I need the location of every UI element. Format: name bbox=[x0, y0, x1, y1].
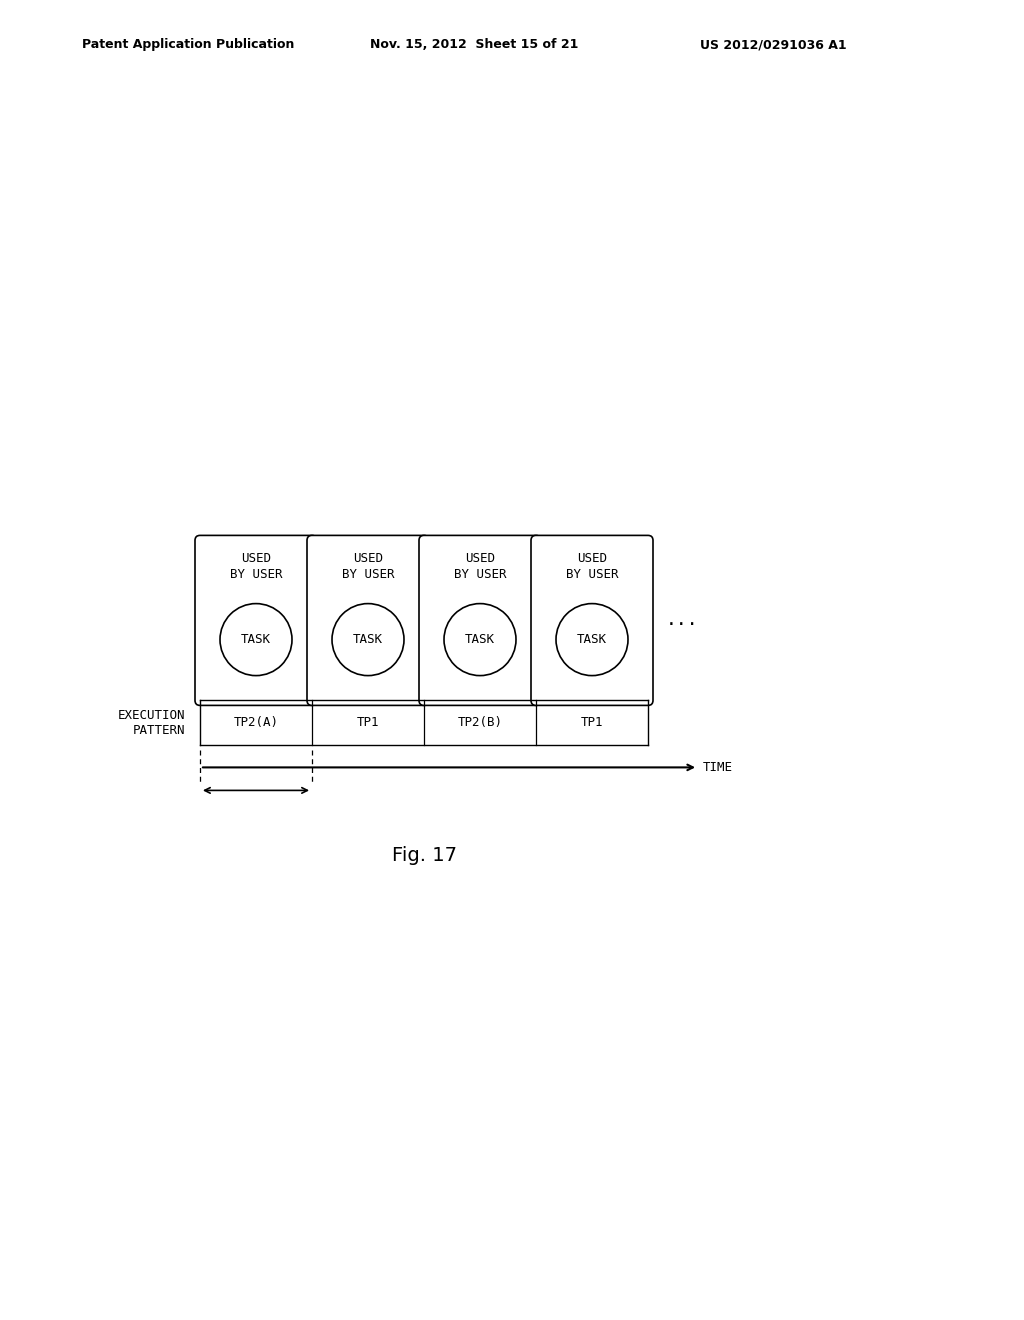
Text: USED: USED bbox=[353, 552, 383, 565]
Text: BY USER: BY USER bbox=[229, 569, 283, 581]
Text: TP1: TP1 bbox=[356, 717, 379, 730]
Text: TP2(A): TP2(A) bbox=[233, 717, 279, 730]
Ellipse shape bbox=[444, 603, 516, 676]
FancyBboxPatch shape bbox=[531, 536, 653, 705]
Text: Patent Application Publication: Patent Application Publication bbox=[82, 38, 294, 51]
Text: EXECUTION
PATTERN: EXECUTION PATTERN bbox=[118, 709, 185, 737]
Text: Nov. 15, 2012  Sheet 15 of 21: Nov. 15, 2012 Sheet 15 of 21 bbox=[370, 38, 579, 51]
Text: US 2012/0291036 A1: US 2012/0291036 A1 bbox=[700, 38, 847, 51]
Text: BY USER: BY USER bbox=[454, 569, 506, 581]
Text: TASK: TASK bbox=[577, 634, 607, 645]
Text: USED: USED bbox=[577, 552, 607, 565]
Text: TP2(B): TP2(B) bbox=[458, 717, 503, 730]
Ellipse shape bbox=[220, 603, 292, 676]
FancyBboxPatch shape bbox=[307, 536, 429, 705]
Ellipse shape bbox=[332, 603, 404, 676]
Text: TASK: TASK bbox=[241, 634, 271, 645]
Text: USED: USED bbox=[241, 552, 271, 565]
Text: TIME: TIME bbox=[703, 760, 733, 774]
Text: BY USER: BY USER bbox=[342, 569, 394, 581]
Text: TASK: TASK bbox=[465, 634, 495, 645]
Text: USED: USED bbox=[465, 552, 495, 565]
FancyBboxPatch shape bbox=[419, 536, 541, 705]
Text: TP1: TP1 bbox=[581, 717, 603, 730]
Text: TASK: TASK bbox=[353, 634, 383, 645]
FancyBboxPatch shape bbox=[195, 536, 317, 705]
Ellipse shape bbox=[556, 603, 628, 676]
Text: Fig. 17: Fig. 17 bbox=[391, 846, 457, 865]
Text: ...: ... bbox=[666, 611, 698, 630]
Text: BY USER: BY USER bbox=[565, 569, 618, 581]
